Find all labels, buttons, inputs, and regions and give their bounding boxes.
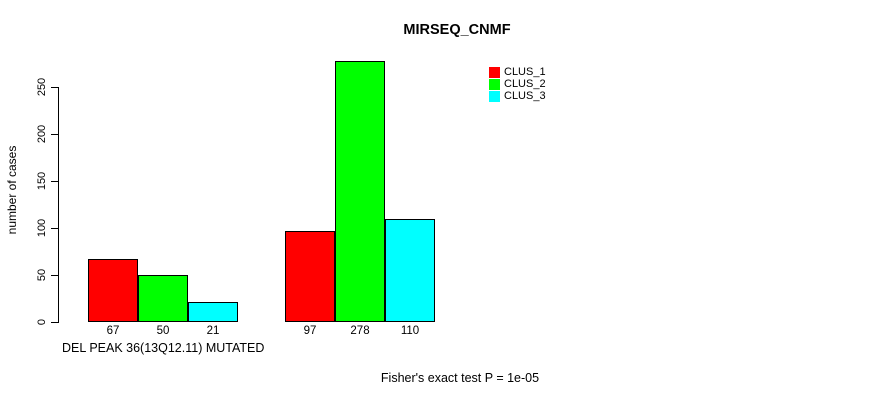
- bar-value-label: 97: [303, 325, 317, 337]
- legend-row-clus_2: CLUS_2: [489, 78, 546, 90]
- fisher-test-note: Fisher's exact test P = 1e-05: [380, 371, 540, 385]
- bar-clus_1-group-1: [88, 259, 138, 322]
- y-axis-line: [58, 87, 59, 323]
- y-tick-label: 100: [36, 218, 48, 238]
- legend-swatch-icon: [489, 66, 500, 78]
- bar-clus_3-group-1: [188, 302, 238, 322]
- legend-row-clus_3: CLUS_3: [489, 90, 546, 102]
- y-tick-mark: [51, 275, 58, 276]
- y-tick-mark: [51, 87, 58, 88]
- legend-row-clus_1: CLUS_1: [489, 66, 546, 78]
- bar-value-label: 21: [206, 325, 220, 337]
- bar-clus_2-group-1: [138, 275, 188, 322]
- chart-title: MIRSEQ_CNMF: [403, 22, 511, 38]
- legend-swatch-icon: [489, 90, 500, 102]
- y-tick-label: 50: [36, 268, 48, 282]
- x-axis-label: DEL PEAK 36(13Q12.11) MUTATED: [62, 341, 265, 355]
- y-tick-label: 200: [36, 124, 48, 144]
- bar-clus_2-group-2: [335, 61, 385, 322]
- bar-clus_3-group-2: [385, 219, 435, 322]
- bar-value-label: 278: [350, 325, 370, 337]
- y-tick-label: 250: [36, 77, 48, 97]
- y-tick-mark: [51, 181, 58, 182]
- legend-label: CLUS_1: [504, 66, 546, 78]
- legend-swatch-icon: [489, 78, 500, 90]
- bar-value-label: 50: [156, 325, 170, 337]
- y-tick-mark: [51, 228, 58, 229]
- y-tick-label: 150: [36, 171, 48, 191]
- bar-value-label: 110: [400, 325, 420, 337]
- bar-value-label: 67: [106, 325, 120, 337]
- legend-label: CLUS_2: [504, 78, 546, 90]
- y-tick-mark: [51, 322, 58, 323]
- y-tick-label: 0: [36, 318, 48, 326]
- legend-label: CLUS_3: [504, 90, 546, 102]
- legend: CLUS_1 CLUS_2 CLUS_3: [489, 66, 546, 102]
- y-tick-mark: [51, 134, 58, 135]
- y-axis-title: number of cases: [5, 145, 19, 235]
- bar-clus_1-group-2: [285, 231, 335, 322]
